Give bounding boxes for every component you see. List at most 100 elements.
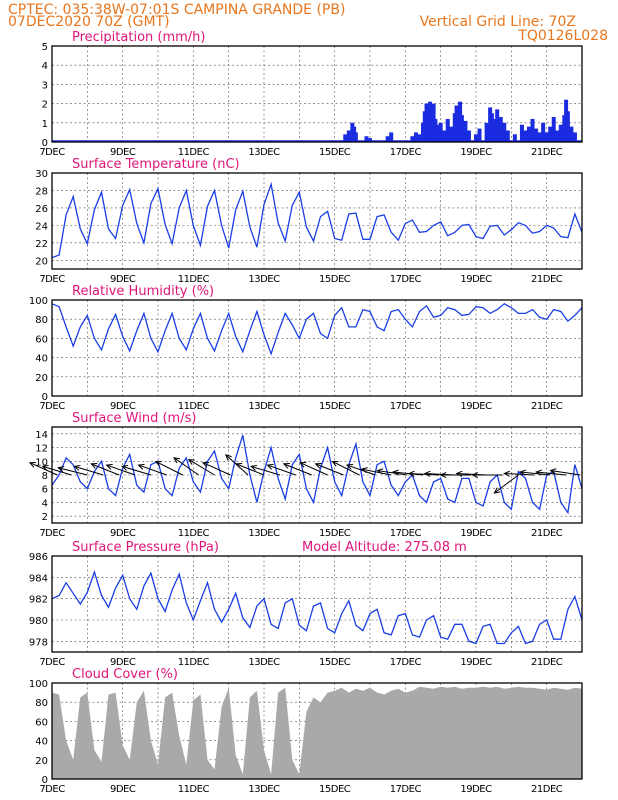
wind-vector [504,473,535,476]
wind-vector-head [187,458,195,465]
x-tick-label: 7DEC [39,657,65,668]
wind-vector-head [392,469,399,476]
x-tick-label: 9DEC [110,147,136,158]
y-tick-label: 28 [35,186,48,197]
panel-title: Surface Wind (m/s) [72,411,196,426]
x-tick-label: 19DEC [460,784,492,795]
x-tick-label: 17DEC [390,274,422,285]
y-tick-label: 2 [42,100,48,111]
wind-vector-head [360,467,368,474]
precip-bar [364,136,369,142]
wind-vector [58,467,88,476]
y-tick-label: 0 [42,138,48,149]
x-tick-label: 13DEC [248,147,280,158]
x-tick-label: 7DEC [39,401,65,412]
cloud-area [52,686,582,779]
precip-bar [438,122,443,142]
wind-vector-head [455,470,463,477]
panel-title: Relative Humidity (%) [72,284,214,299]
wind-vector-head [173,457,181,464]
y-tick-label: 0 [42,392,48,403]
x-tick-label: 9DEC [110,657,136,668]
x-tick-label: 19DEC [460,657,492,668]
precip-bar [512,134,517,142]
precip-bar [555,130,560,142]
precip-bar [498,117,503,142]
wind-vector [377,470,408,476]
x-tick-label: 13DEC [248,401,280,412]
x-tick-label: 17DEC [390,528,422,539]
panel-cloud: 0 20 40 60 80 100 7DEC 9DEC 11DEC 13DEC 15DEC 17DEC… [29,667,583,795]
x-tick-label: 7DEC [39,784,65,795]
x-tick-label: 13DEC [248,784,280,795]
x-tick-label: 19DEC [460,147,492,158]
wind-vector-head [105,463,113,470]
wind-vector-head [137,463,145,470]
x-tick-label: 11DEC [178,274,210,285]
wind-vector-head [439,471,447,479]
panel-frame [51,555,583,653]
y-tick-label: 20 [35,756,48,767]
y-tick-label: 24 [35,221,48,232]
wind-vector [155,461,183,476]
y-tick-label: 984 [29,573,48,584]
wind-vector [536,471,567,476]
panel-title: Cloud Cover (%) [72,667,178,682]
wind-vector [29,462,58,476]
x-tick-label: 17DEC [390,657,422,668]
series-line-wind [51,435,583,515]
series-line-temp [51,181,583,259]
panel-title: Precipitation (mm/h) [72,30,205,45]
y-tick-label: 100 [29,296,48,307]
x-tick-label: 21DEC [531,528,563,539]
wind-vector-head [154,461,162,467]
y-tick-label: 978 [29,637,48,648]
precip-bar [505,130,510,142]
precip-bar [449,126,454,142]
precip-bar [530,118,535,142]
precip-bar [417,134,422,142]
x-tick-label: 17DEC [390,147,422,158]
panel-rh: 0 20 40 60 80 100 7DEC 9DEC 11DEC 13DEC 15DEC 17DEC… [29,284,583,412]
x-tick-label: 11DEC [178,657,210,668]
x-tick-label: 15DEC [319,401,351,412]
panel-frame [51,682,583,780]
precip-bar [484,122,489,142]
precip-bar [368,138,372,142]
x-tick-label: 15DEC [319,147,351,158]
y-tick-label: 60 [35,717,48,728]
y-tick-label: 5 [42,42,48,53]
precip-bar [445,118,450,142]
wind-vector [91,463,120,476]
wind-vector [315,463,344,476]
wind-vector-head [314,462,322,469]
panel-title: Surface Temperature (nC) [72,157,240,172]
wind-vector-head [471,471,479,479]
precip-bar [523,130,528,142]
x-tick-label: 21DEC [531,147,563,158]
wind-vector [520,471,551,476]
x-tick-label: 15DEC [319,274,351,285]
precip-bar [442,130,447,142]
wind-vector-head [250,464,258,471]
x-tick-label: 7DEC [39,147,65,158]
precip-bar [346,130,351,142]
precip-bar [534,128,539,142]
wind-vector [188,459,215,476]
wind-vector-head [41,464,49,471]
y-tick-label: 20 [35,373,48,384]
panel-title: Surface Pressure (hPa) [72,540,219,555]
x-tick-label: 15DEC [319,657,351,668]
wind-vector-head [28,462,36,468]
y-tick-label: 26 [35,204,48,215]
y-tick-label: 80 [35,698,48,709]
y-tick-label: 40 [35,737,48,748]
panel-precip: 0 1 2 3 4 5 7DEC 9DEC 11DEC 13DEC 15DEC 17DEC 19DEC 2… [39,30,583,158]
wind-vector [173,457,199,476]
precip-bar [413,132,418,142]
wind-vector-head [121,464,129,471]
wind-vector-head [407,470,415,477]
y-tick-label: 22 [35,239,48,250]
